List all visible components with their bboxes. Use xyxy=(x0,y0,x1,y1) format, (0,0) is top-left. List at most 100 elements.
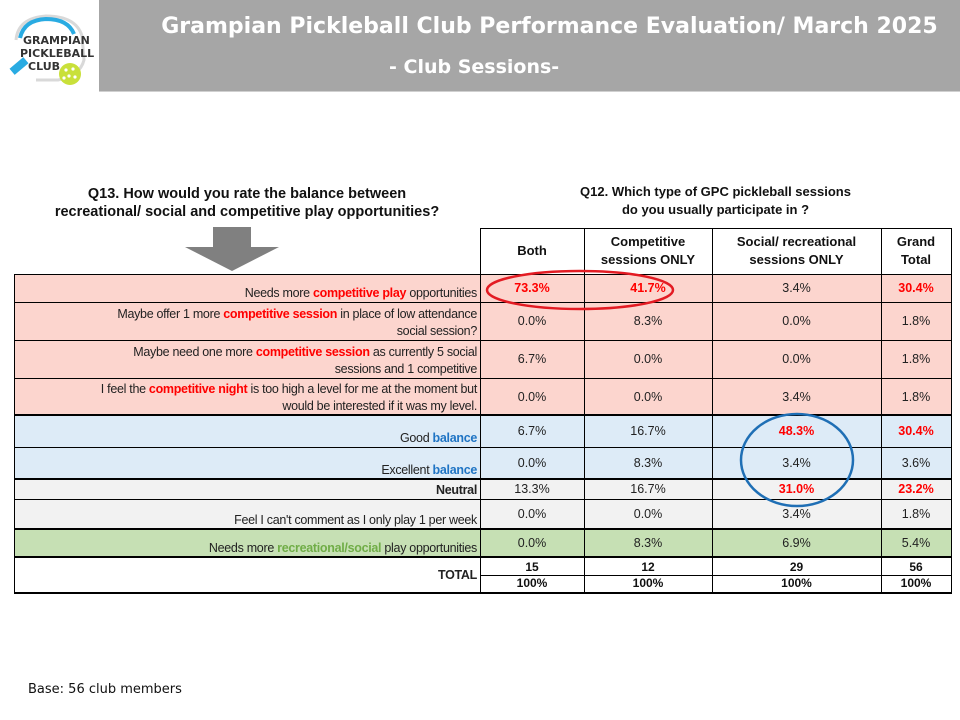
label-highlight: competitive night xyxy=(148,382,248,396)
row-label-line1: Needs more recreational/social play oppo… xyxy=(209,540,477,557)
column-header-line2: sessions ONLY xyxy=(749,252,844,267)
row-label-line1: Good balance xyxy=(400,430,477,447)
column-header-line1: Competitive xyxy=(610,234,686,249)
label-text: Good xyxy=(399,431,433,445)
table-cell: 0.0% xyxy=(480,529,584,557)
table-cell: 0.0% xyxy=(480,378,584,415)
svg-text:PICKLEBALL: PICKLEBALL xyxy=(20,47,94,60)
table-cell: 13.3% xyxy=(480,479,584,499)
table-cell: 1.8% xyxy=(881,378,951,415)
column-header-line2: sessions ONLY xyxy=(600,252,696,267)
label-text: Feel I can't comment as I only play 1 pe… xyxy=(234,513,477,527)
table-cell: 0.0% xyxy=(712,302,881,340)
label-text: Needs more xyxy=(208,541,278,555)
label-text: Maybe need one more xyxy=(133,345,256,359)
row-label: Needs more competitive play opportunitie… xyxy=(14,274,480,302)
label-text: play opportunities xyxy=(381,541,477,555)
grid-line xyxy=(14,592,952,594)
table-cell: 3.4% xyxy=(712,378,881,415)
row-label: Feel I can't comment as I only play 1 pe… xyxy=(14,499,480,529)
table-cell: 30.4% xyxy=(881,274,951,302)
table-cell: 0.0% xyxy=(584,378,712,415)
grid-line xyxy=(14,378,952,379)
table-cell: 16.7% xyxy=(584,415,712,447)
table-cell: 3.4% xyxy=(712,499,881,529)
q13-heading: Q13. How would you rate the balance betw… xyxy=(14,185,480,221)
grid-line xyxy=(14,274,952,275)
grid-line xyxy=(480,228,481,594)
grid-line xyxy=(14,274,15,594)
q13-line1: Q13. How would you rate the balance betw… xyxy=(87,186,407,202)
table-cell: 73.3% xyxy=(480,274,584,302)
table-cell: 6.9% xyxy=(712,529,881,557)
q12-line2: do you usually participate in ? xyxy=(621,202,810,217)
total-count: 29 xyxy=(789,560,804,574)
label-text: I feel the xyxy=(100,382,149,396)
grid-line xyxy=(712,228,713,594)
grid-line xyxy=(14,340,952,341)
label-text: Excellent xyxy=(381,463,433,477)
table-cell: 0.0% xyxy=(480,302,584,340)
table-cell: 8.3% xyxy=(584,529,712,557)
grid-line xyxy=(480,575,951,576)
row-label-line1: Maybe offer 1 more competitive session i… xyxy=(117,306,477,323)
label-highlight: competitive play xyxy=(312,286,407,300)
table-cell: 0.0% xyxy=(712,340,881,378)
grid-line xyxy=(951,228,952,594)
table-cell: 8.3% xyxy=(584,447,712,479)
label-text: opportunities xyxy=(406,286,477,300)
row-label-line1: Neutral xyxy=(436,482,477,499)
table-cell: 0.0% xyxy=(480,447,584,479)
label-highlight: Neutral xyxy=(436,483,477,497)
q12-line1: Q12. Which type of GPC pickleball sessio… xyxy=(580,184,851,199)
row-label-line2: sessions and 1 competitive xyxy=(334,362,478,376)
label-highlight: balance xyxy=(432,463,478,477)
svg-text:CLUB: CLUB xyxy=(28,60,60,73)
table-cell: 23.2% xyxy=(881,479,951,499)
down-arrow-icon xyxy=(185,227,279,271)
row-label-line1: Excellent balance xyxy=(381,462,477,479)
label-text: is too high a level for me at the moment… xyxy=(247,382,477,396)
table-cell: 3.4% xyxy=(712,447,881,479)
row-label: Maybe offer 1 more competitive session i… xyxy=(14,302,480,340)
column-header-line1: Both xyxy=(517,243,547,258)
total-count: 12 xyxy=(641,560,655,574)
table-cell: 1.8% xyxy=(881,499,951,529)
row-label: I feel the competitive night is too high… xyxy=(14,378,480,415)
page-subtitle: - Club Sessions- xyxy=(389,56,560,78)
column-header: Both xyxy=(480,228,584,274)
table-cell: 41.7% xyxy=(584,274,712,302)
row-label: Maybe need one more competitive session … xyxy=(14,340,480,378)
grid-line xyxy=(14,556,952,558)
column-header-line1: Grand xyxy=(896,234,936,249)
title-banner: Grampian Pickleball Club Performance Eva… xyxy=(99,0,960,92)
row-label: Needs more recreational/social play oppo… xyxy=(14,529,480,557)
column-header: Social/ recreational sessions ONLY xyxy=(712,228,881,274)
table-cell: 30.4% xyxy=(881,415,951,447)
row-label-line2: would be interested if it was my level. xyxy=(282,399,477,413)
grid-line xyxy=(881,228,882,594)
row-label-line2: social session? xyxy=(396,324,478,338)
label-text: as currently 5 social xyxy=(369,345,477,359)
table-cell: 6.7% xyxy=(480,415,584,447)
table-cell: 6.7% xyxy=(480,340,584,378)
table-cell: 16.7% xyxy=(584,479,712,499)
table-cell: 1.8% xyxy=(881,340,951,378)
column-header: Grand Total xyxy=(881,228,951,274)
total-count: 15 xyxy=(525,560,539,574)
label-highlight: balance xyxy=(432,431,478,445)
grid-line xyxy=(14,499,952,500)
grid-line xyxy=(480,228,952,229)
label-text: in place of low attendance xyxy=(337,307,477,321)
row-label-line1: Maybe need one more competitive session … xyxy=(133,344,477,361)
row-label-line1: Feel I can't comment as I only play 1 pe… xyxy=(234,512,477,529)
total-percent: 100% xyxy=(900,576,932,590)
table-cell: 31.0% xyxy=(712,479,881,499)
label-highlight: competitive session xyxy=(255,345,370,359)
row-label: Good balance xyxy=(14,415,480,447)
table-cell: 0.0% xyxy=(584,340,712,378)
table-cell: 48.3% xyxy=(712,415,881,447)
grid-line xyxy=(584,228,585,594)
q12-heading: Q12. Which type of GPC pickleball sessio… xyxy=(480,183,951,219)
label-text: Maybe offer 1 more xyxy=(117,307,224,321)
